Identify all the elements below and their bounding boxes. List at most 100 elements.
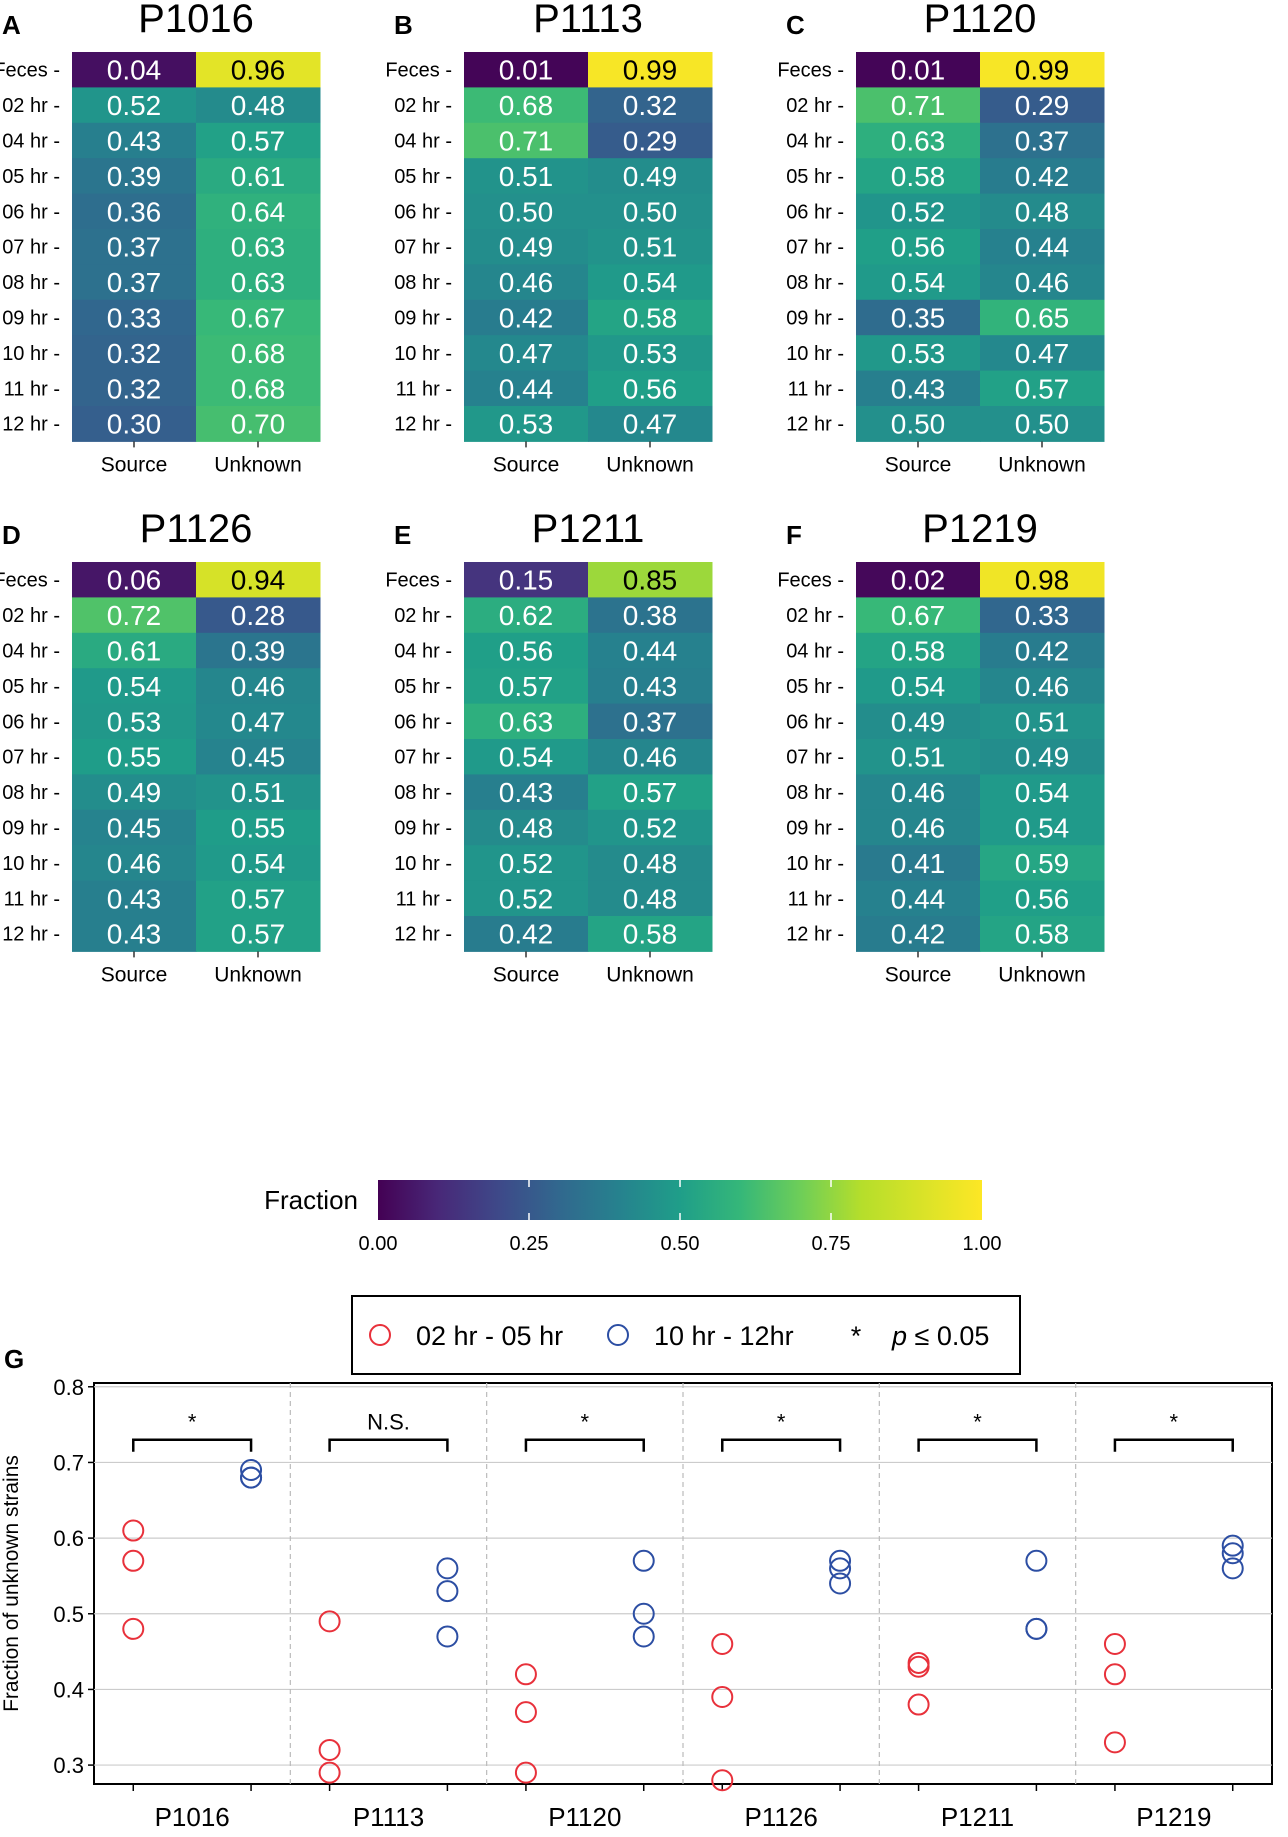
heatmap-cell	[196, 809, 321, 846]
heatmap-cell	[856, 158, 981, 195]
heatmap-cell	[856, 916, 981, 952]
column-label: Unknown	[606, 963, 694, 986]
cell-value: 0.53	[499, 409, 554, 440]
heatmap-cell	[72, 703, 197, 740]
legend-sig-threshold: ≤ 0.05	[907, 1321, 989, 1351]
column-label: Unknown	[214, 963, 302, 986]
row-label: 06 hr -	[2, 711, 60, 733]
panel-title: P1016	[138, 0, 254, 41]
row-label: 08 hr -	[2, 272, 60, 294]
cell-value: 0.49	[499, 232, 554, 263]
heatmap-cell	[196, 264, 321, 301]
row-label: 11 hr -	[396, 378, 452, 400]
cell-value: 0.68	[231, 338, 286, 369]
heatmap-cell	[856, 264, 981, 301]
panel-title: P1126	[140, 507, 253, 551]
point-late	[632, 1549, 655, 1572]
row-label: 09 hr -	[786, 308, 844, 330]
row-label: 10 hr -	[394, 343, 452, 365]
row-label: 02 hr -	[2, 95, 60, 117]
row-label: 11 hr -	[4, 888, 60, 910]
point-early	[711, 1769, 734, 1792]
heatmap-cell	[980, 52, 1105, 88]
heatmap-cell	[588, 370, 713, 407]
cell-value: 0.49	[891, 706, 946, 737]
row-label: 12 hr -	[2, 924, 60, 946]
row-label: 10 hr -	[786, 343, 844, 365]
point-late	[1025, 1617, 1048, 1640]
y-tick-label: 0.8	[53, 1375, 84, 1400]
heatmap-cell	[588, 158, 713, 195]
heatmap-cell	[464, 299, 589, 336]
cell-value: 0.57	[1015, 373, 1070, 404]
point-early	[122, 1519, 145, 1542]
significance-bracket	[1113, 1438, 1234, 1452]
heatmap-cell	[588, 52, 713, 88]
y-axis-label: Fraction of unknown strains	[0, 1455, 23, 1712]
heatmap-cell	[588, 880, 713, 917]
heatmap-cell	[980, 406, 1105, 442]
column-label: Source	[885, 963, 952, 986]
heatmap-cell	[196, 703, 321, 740]
heatmap-cell	[464, 668, 589, 705]
heatmap-cell	[980, 335, 1105, 372]
cell-value: 0.38	[623, 600, 678, 631]
heatmap-cell	[588, 739, 713, 775]
panel-letter: A	[2, 10, 21, 40]
heatmap-cell	[980, 809, 1105, 846]
heatmap-P1219: F P1219 Feces - 0.02 0.98 02 hr - 0.67 0.33 04 h…	[777, 507, 1105, 986]
heatmap-cell	[588, 774, 713, 811]
heatmap-cell	[588, 264, 713, 301]
y-tick-label: 0.7	[53, 1450, 84, 1475]
y-tick-label: 0.3	[53, 1753, 84, 1778]
row-label: 08 hr -	[394, 782, 452, 804]
row-label: 08 hr -	[786, 782, 844, 804]
row-label: 05 hr -	[394, 166, 452, 188]
row-label: 05 hr -	[394, 676, 452, 698]
row-label: 11 hr -	[788, 378, 844, 400]
cell-value: 0.85	[623, 565, 678, 596]
row-label: 06 hr -	[786, 711, 844, 733]
row-label: 07 hr -	[2, 237, 60, 259]
panel-letter: C	[786, 10, 805, 40]
cell-value: 0.06	[107, 565, 162, 596]
cell-value: 0.37	[623, 706, 678, 737]
cell-value: 0.55	[231, 813, 286, 844]
point-late	[436, 1580, 459, 1603]
heatmap-cell	[72, 774, 197, 811]
colorbar-label: Fraction	[264, 1185, 358, 1215]
panel-letter: G	[4, 1344, 24, 1374]
heatmap-cell	[980, 158, 1105, 195]
row-label: 04 hr -	[394, 641, 452, 663]
heatmap-cell	[464, 597, 589, 634]
cell-value: 0.37	[107, 267, 162, 298]
point-late	[1025, 1549, 1048, 1572]
cell-value: 0.33	[107, 303, 162, 334]
row-label: 05 hr -	[786, 166, 844, 188]
cell-value: 0.58	[891, 636, 946, 667]
heatmap-cell	[588, 335, 713, 372]
row-label: 10 hr -	[786, 853, 844, 875]
cell-value: 0.71	[499, 126, 554, 157]
cell-value: 0.71	[891, 90, 946, 121]
row-label: 04 hr -	[786, 641, 844, 663]
heatmap-cell	[856, 406, 981, 442]
point-early	[1103, 1663, 1126, 1686]
cell-value: 0.36	[107, 196, 162, 227]
panel-letter: B	[394, 10, 413, 40]
cell-value: 0.63	[891, 126, 946, 157]
cell-value: 0.46	[1015, 267, 1070, 298]
heatmap-cell	[856, 335, 981, 372]
heatmap-P1120: C P1120 Feces - 0.01 0.99 02 hr - 0.71 0.29 04 h…	[777, 0, 1105, 476]
cell-value: 0.58	[1015, 919, 1070, 950]
heatmap-cell	[856, 632, 981, 669]
row-label: 07 hr -	[2, 747, 60, 769]
row-label: Feces -	[385, 60, 452, 82]
cell-value: 0.99	[623, 55, 678, 86]
heatmap-cell	[464, 845, 589, 882]
heatmap-cell	[856, 739, 981, 775]
heatmap-cell	[72, 299, 197, 336]
cell-value: 0.32	[623, 90, 678, 121]
cell-value: 0.70	[231, 409, 286, 440]
row-label: 06 hr -	[2, 201, 60, 223]
